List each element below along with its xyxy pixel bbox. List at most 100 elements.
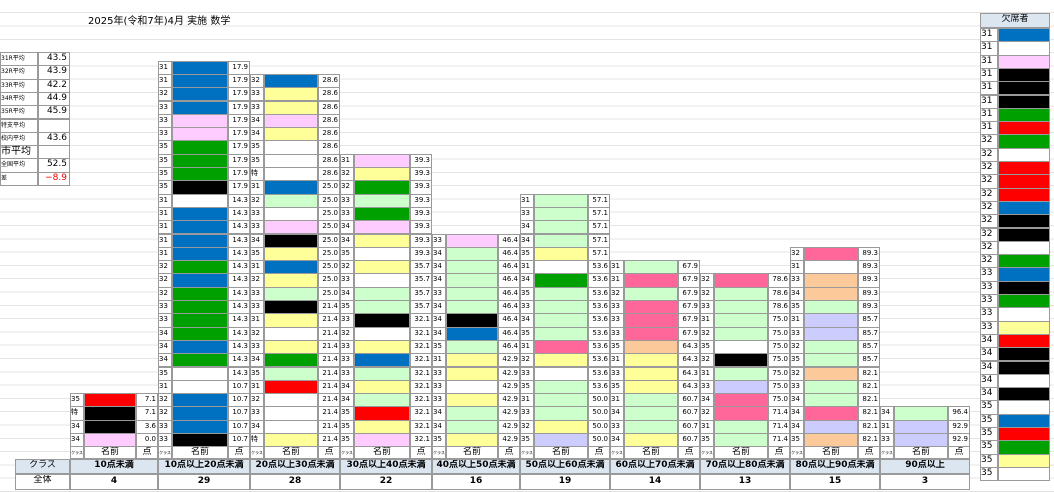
class-cell: 31 xyxy=(520,260,534,275)
sub-score: 点 xyxy=(588,446,610,460)
class-cell: 31 xyxy=(700,313,714,328)
sub-class: クラス xyxy=(432,446,446,460)
class-cell: 31 xyxy=(610,260,624,275)
name-cell xyxy=(534,246,588,262)
name-cell xyxy=(446,406,498,421)
name-cell xyxy=(264,127,318,142)
score-cell: 32.1 xyxy=(410,393,432,408)
class-cell: 33 xyxy=(520,366,534,381)
name-cell xyxy=(714,300,768,315)
class-cell: 34 xyxy=(432,273,446,288)
summary-label: 特支平均 xyxy=(0,118,38,133)
class-cell: 32 xyxy=(158,286,172,301)
score-cell: 53.6 xyxy=(588,379,610,395)
name-cell xyxy=(714,326,768,341)
class-cell: 31 xyxy=(158,246,172,262)
score-cell: 17.9 xyxy=(228,87,250,102)
name-cell xyxy=(264,393,318,408)
name-cell xyxy=(172,100,228,115)
score-cell: 35.7 xyxy=(410,273,432,288)
score-cell: 14.3 xyxy=(228,273,250,288)
name-cell xyxy=(534,220,588,235)
score-cell: 53.6 xyxy=(588,286,610,301)
score-cell: 25.0 xyxy=(318,180,340,195)
score-cell: 10.7 xyxy=(228,433,250,448)
name-cell xyxy=(264,73,318,89)
name-cell xyxy=(354,260,410,275)
name-cell xyxy=(446,246,498,262)
score-cell: 32.1 xyxy=(410,379,432,395)
bin-count: 15 xyxy=(790,474,880,491)
bin-count: 28 xyxy=(250,474,340,491)
absent-class: 32 xyxy=(980,227,998,242)
name-cell xyxy=(354,246,410,262)
summary-value: 43.5 xyxy=(38,52,70,67)
class-cell: 34 xyxy=(432,300,446,315)
score-cell: 28.6 xyxy=(318,87,340,102)
name-cell xyxy=(624,300,678,315)
class-cell: 31 xyxy=(250,180,264,195)
class-cell: 35 xyxy=(432,339,446,355)
class-cell: 33 xyxy=(340,273,354,288)
name-cell xyxy=(714,273,768,288)
name-cell xyxy=(354,193,410,208)
sub-name: 名前 xyxy=(264,446,318,460)
class-cell: 34 xyxy=(158,353,172,368)
class-cell: 32 xyxy=(158,260,172,275)
name-cell xyxy=(534,286,588,301)
name-cell xyxy=(624,366,678,381)
absent-header: 欠席者 xyxy=(980,13,1050,28)
summary-value xyxy=(38,118,70,133)
absent-class: 31 xyxy=(980,54,998,69)
name-cell xyxy=(534,406,588,421)
class-cell: 33 xyxy=(250,220,264,235)
score-cell: 14.3 xyxy=(228,353,250,368)
score-cell: 57.1 xyxy=(588,246,610,262)
name-cell xyxy=(624,260,678,275)
absent-name xyxy=(998,187,1050,202)
class-cell: 33 xyxy=(432,379,446,395)
name-cell xyxy=(264,113,318,129)
class-cell: 35 xyxy=(610,339,624,355)
name-cell xyxy=(354,233,410,248)
name-cell xyxy=(354,419,410,434)
absent-class: 33 xyxy=(980,280,998,295)
score-cell: 14.3 xyxy=(228,339,250,355)
class-cell: 34 xyxy=(340,220,354,235)
score-cell: 82.1 xyxy=(858,419,880,434)
class-cell: 31 xyxy=(250,313,264,328)
class-cell: 31 xyxy=(610,353,624,368)
sub-name: 名前 xyxy=(714,446,768,460)
class-cell: 34 xyxy=(610,406,624,421)
score-cell: 85.7 xyxy=(858,326,880,341)
name-cell xyxy=(264,153,318,168)
class-cell: 31 xyxy=(158,220,172,235)
class-cell: 35 xyxy=(520,326,534,341)
name-cell xyxy=(354,153,410,168)
sub-class: クラス xyxy=(158,446,172,460)
absent-name xyxy=(998,54,1050,69)
name-cell xyxy=(264,286,318,301)
class-cell: 33 xyxy=(158,127,172,142)
name-cell xyxy=(534,206,588,222)
score-cell: 53.6 xyxy=(588,353,610,368)
score-cell: 78.6 xyxy=(768,273,790,288)
score-cell: 75.0 xyxy=(768,353,790,368)
score-cell: 67.9 xyxy=(678,300,700,315)
name-cell xyxy=(172,220,228,235)
name-cell xyxy=(172,193,228,208)
name-cell xyxy=(534,393,588,408)
class-cell: 34 xyxy=(520,220,534,235)
score-cell: 46.4 xyxy=(498,286,520,301)
score-cell: 39.3 xyxy=(410,233,432,248)
summary-value: 44.9 xyxy=(38,91,70,107)
class-cell: 35 xyxy=(340,419,354,434)
absent-name xyxy=(998,214,1050,229)
class-cell: 34 xyxy=(432,313,446,328)
score-cell: 3.6 xyxy=(136,419,158,434)
score-cell: 42.9 xyxy=(498,419,520,434)
name-cell xyxy=(264,206,318,222)
name-cell xyxy=(804,393,858,408)
absent-class: 34 xyxy=(980,373,998,389)
